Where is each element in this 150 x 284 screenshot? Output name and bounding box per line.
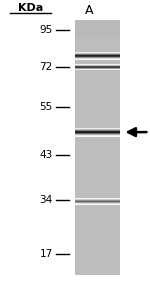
- Bar: [75, 20, 120, 37]
- Text: 55: 55: [39, 102, 53, 112]
- Text: KDa: KDa: [18, 3, 43, 13]
- Text: 95: 95: [39, 25, 53, 36]
- Bar: [75, 20, 120, 275]
- Text: 43: 43: [39, 150, 53, 160]
- Text: 34: 34: [39, 195, 53, 205]
- Text: 17: 17: [39, 248, 53, 259]
- Text: A: A: [85, 4, 93, 17]
- Text: 72: 72: [39, 62, 53, 72]
